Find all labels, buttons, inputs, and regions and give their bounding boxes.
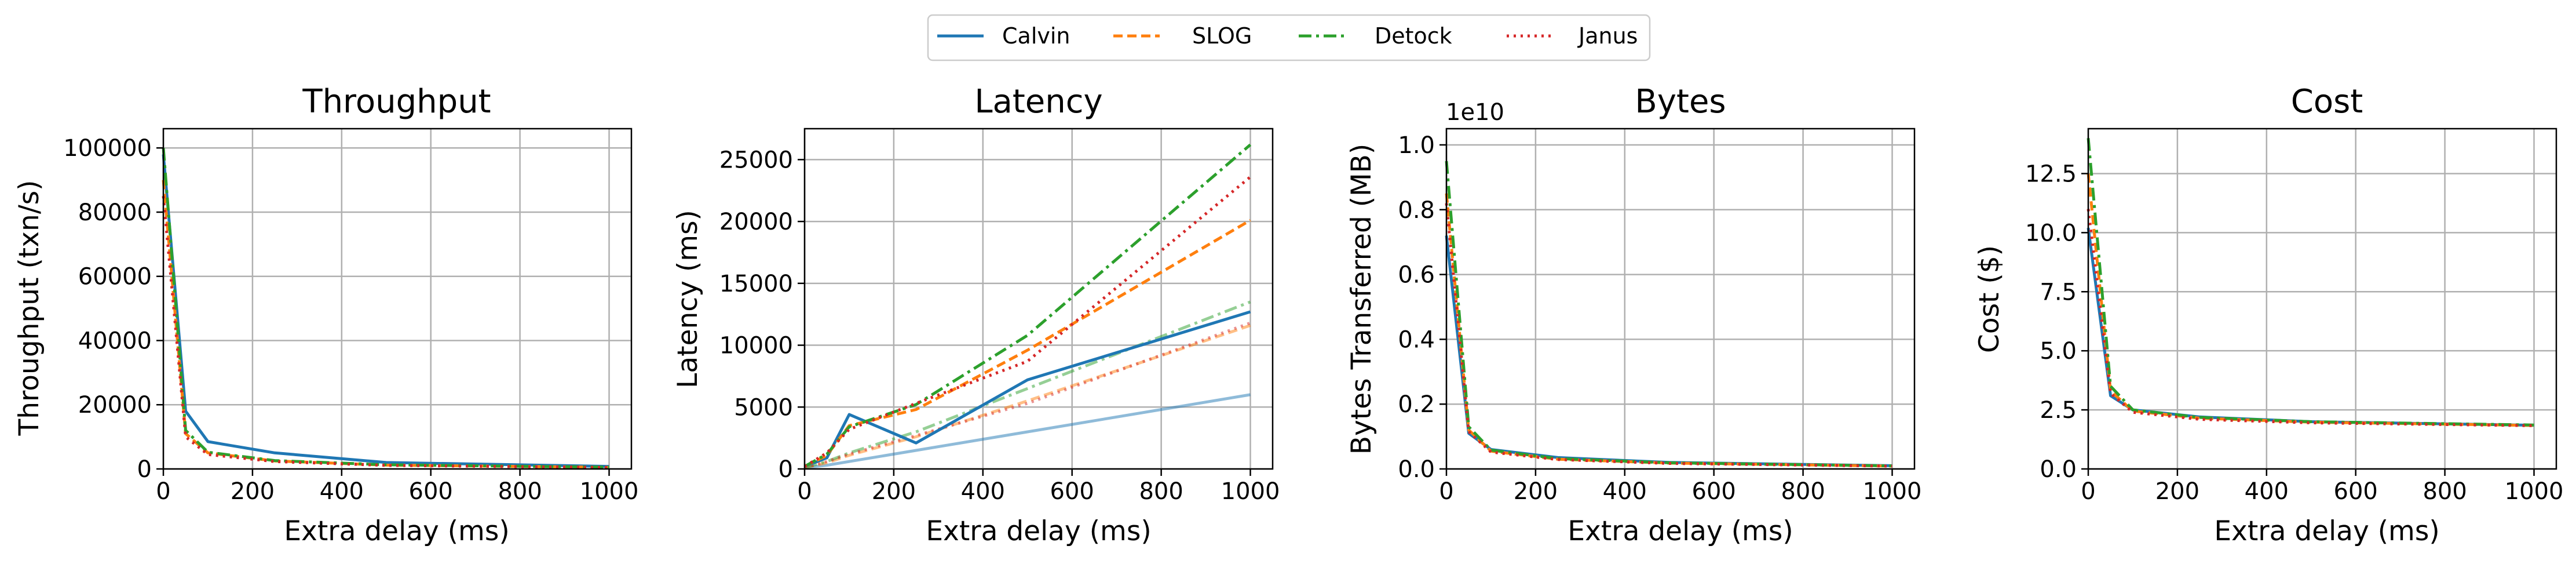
chart-title: Throughput — [302, 83, 491, 121]
series-line-calvin — [162, 154, 609, 468]
throughput-chart: Throughput Extra delay (ms) Throughput (… — [13, 83, 638, 547]
x-tick-label: 600 — [2334, 478, 2378, 505]
y-tick-label: 20000 — [719, 209, 793, 235]
series-line-calvin — [804, 310, 1251, 468]
y-tick-label: 100000 — [63, 135, 152, 162]
x-tick-label: 1000 — [1863, 478, 1922, 505]
x-axis-label: Extra delay (ms) — [1567, 515, 1793, 547]
y-tick-label: 5.0 — [2040, 338, 2077, 365]
y-tick-label: 12.5 — [2025, 161, 2077, 187]
x-tick-label: 0 — [1439, 478, 1453, 505]
y-tick-label: 10.0 — [2025, 220, 2077, 246]
y-tick-label: 80000 — [78, 199, 152, 226]
x-tick-label: 200 — [231, 478, 275, 505]
y-tick-label: 25000 — [719, 147, 793, 173]
x-tick-label: 200 — [1514, 478, 1558, 505]
y-tick-label: 0 — [137, 456, 152, 483]
series-line-detock — [803, 143, 1252, 468]
plot-frame — [803, 128, 1274, 470]
x-tick-label: 600 — [1050, 478, 1094, 505]
bytes-chart: Bytes Extra delay (ms) Bytes Transferred… — [1346, 83, 1921, 547]
x-tick-label: 600 — [1692, 478, 1736, 505]
y-tick-label: 0.6 — [1398, 262, 1435, 289]
x-tick-label: 200 — [2155, 478, 2199, 505]
legend-label-calvin: Calvin — [1002, 23, 1070, 49]
series-line-janus — [1445, 203, 1892, 468]
plot-frame — [1445, 128, 1916, 470]
y-tick-label: 60000 — [78, 264, 152, 290]
faint-series-line-calvin — [804, 393, 1251, 470]
chart-title: Bytes — [1635, 83, 1726, 121]
legend-label-janus: Janus — [1577, 23, 1638, 49]
cost-chart: Cost Extra delay (ms) Cost ($) 0 200 400 60… — [1974, 83, 2563, 547]
x-tick-label: 0 — [797, 478, 812, 505]
x-tick-label: 200 — [872, 478, 916, 505]
x-tick-label: 1000 — [2505, 478, 2564, 505]
y-tick-label: 7.5 — [2040, 279, 2077, 305]
series-line-slog — [803, 219, 1251, 468]
x-tick-label: 0 — [156, 478, 170, 505]
series-line-janus — [2087, 209, 2534, 427]
y-tick-label: 0.2 — [1398, 391, 1435, 418]
x-axis-label: Extra delay (ms) — [284, 515, 509, 547]
plot-frame — [162, 128, 633, 470]
x-tick-label: 1000 — [1221, 478, 1280, 505]
x-axis-label: Extra delay (ms) — [926, 515, 1151, 547]
legend-entry-janus: Janus — [1507, 23, 1638, 49]
legend: Calvin SLOG Detock Janus — [927, 14, 1651, 61]
y-tick-label: 0 — [779, 456, 793, 483]
legend-entry-detock: Detock — [1299, 23, 1452, 49]
x-axis-label: Extra delay (ms) — [2214, 515, 2439, 547]
chart-title: Latency — [974, 83, 1102, 121]
y-tick-label: 40000 — [78, 328, 152, 354]
y-tick-label: 0.0 — [2040, 456, 2077, 483]
legend-entry-calvin: Calvin — [937, 23, 1070, 49]
x-tick-label: 1000 — [580, 478, 639, 505]
x-tick-label: 800 — [498, 478, 542, 505]
x-tick-label: 800 — [2422, 478, 2467, 505]
x-tick-label: 400 — [2245, 478, 2289, 505]
y-tick-label: 1.0 — [1398, 132, 1435, 159]
series-line-janus — [803, 176, 1252, 468]
latency-chart: Latency Extra delay (ms) Latency (ms) 0 2… — [672, 83, 1280, 547]
y-tick-label: 5000 — [734, 394, 793, 421]
chart-title: Cost — [2291, 83, 2363, 121]
x-tick-label: 600 — [409, 478, 453, 505]
legend-frame — [927, 14, 1651, 61]
plot-frame — [2087, 128, 2557, 470]
series-line-detock — [2087, 138, 2534, 427]
y-tick-label: 0.4 — [1398, 326, 1435, 353]
y-axis-label: Bytes Transferred (MB) — [1346, 144, 1377, 454]
x-tick-label: 800 — [1139, 478, 1183, 505]
faint-series-line-janus — [804, 321, 1251, 470]
y-axis-label: Latency (ms) — [672, 210, 704, 388]
legend-label-detock: Detock — [1375, 23, 1452, 49]
x-tick-label: 400 — [1603, 478, 1647, 505]
y-axis-offset-text: 1e10 — [1446, 99, 1504, 126]
y-tick-label: 15000 — [719, 271, 793, 297]
faint-series-line-detock — [804, 300, 1251, 470]
x-tick-label: 400 — [961, 478, 1005, 505]
y-axis-label: Throughput (txn/s) — [13, 180, 45, 436]
legend-entry-slog: SLOG — [1113, 23, 1252, 49]
x-tick-label: 0 — [2081, 478, 2095, 505]
y-tick-label: 20000 — [78, 392, 152, 419]
y-tick-label: 0.0 — [1398, 456, 1435, 483]
y-tick-label: 10000 — [719, 333, 793, 359]
x-tick-label: 400 — [320, 478, 364, 505]
y-tick-label: 2.5 — [2040, 397, 2077, 424]
legend-label-slog: SLOG — [1192, 23, 1252, 49]
x-tick-label: 800 — [1781, 478, 1825, 505]
y-tick-label: 0.8 — [1398, 197, 1435, 224]
y-axis-label: Cost ($) — [1974, 245, 2005, 353]
